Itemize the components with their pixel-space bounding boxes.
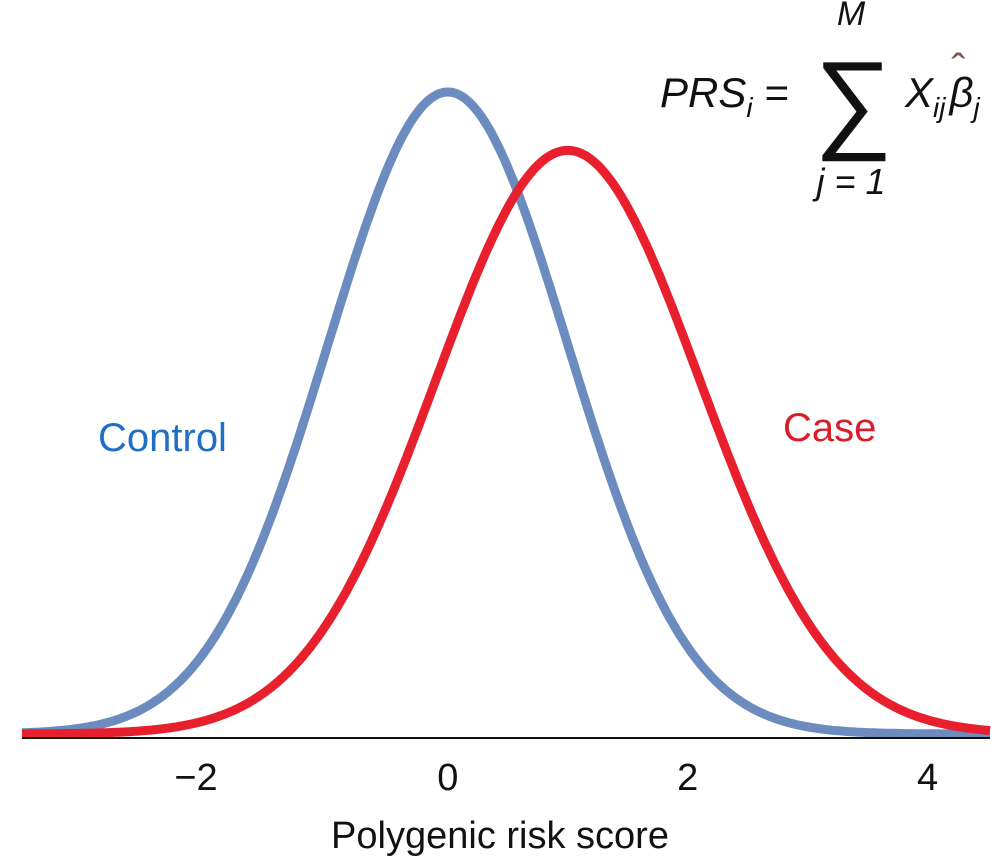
formula-rhs-group: Xijˆ βj bbox=[904, 45, 980, 123]
formula-coef: β bbox=[947, 69, 973, 116]
x-tick-label: 4 bbox=[917, 757, 938, 799]
curves bbox=[19, 87, 993, 739]
formula-term: X bbox=[904, 69, 935, 116]
formula-lhs: PRS bbox=[660, 69, 746, 116]
curve-control bbox=[19, 87, 993, 739]
curve-case bbox=[19, 145, 993, 739]
sum-symbol: ∑ bbox=[814, 39, 892, 162]
sum-upper: M bbox=[837, 0, 866, 33]
x-tick-label: 0 bbox=[437, 757, 458, 799]
formula-coef-hat: ˆ bbox=[951, 45, 965, 92]
x-tick-label: −2 bbox=[174, 757, 217, 799]
formula-lhs-sub: i bbox=[746, 92, 753, 123]
x-axis-label: Polygenic risk score bbox=[331, 815, 669, 857]
sum-lower: j = 1 bbox=[811, 161, 885, 202]
prs-formula: PRSi = ∑ M j = 1 Xijˆ βj bbox=[660, 0, 980, 202]
formula-equals: = bbox=[765, 69, 790, 116]
formula-lhs-group: PRSi = bbox=[660, 69, 789, 123]
series-label-control: Control bbox=[98, 416, 227, 460]
x-ticks: −2 0 2 4 bbox=[174, 757, 938, 799]
x-tick-label: 2 bbox=[677, 757, 698, 799]
series-label-case: Case bbox=[783, 406, 876, 450]
formula-coef-sub: j bbox=[969, 92, 980, 123]
formula-term-sub: ij bbox=[933, 92, 946, 123]
